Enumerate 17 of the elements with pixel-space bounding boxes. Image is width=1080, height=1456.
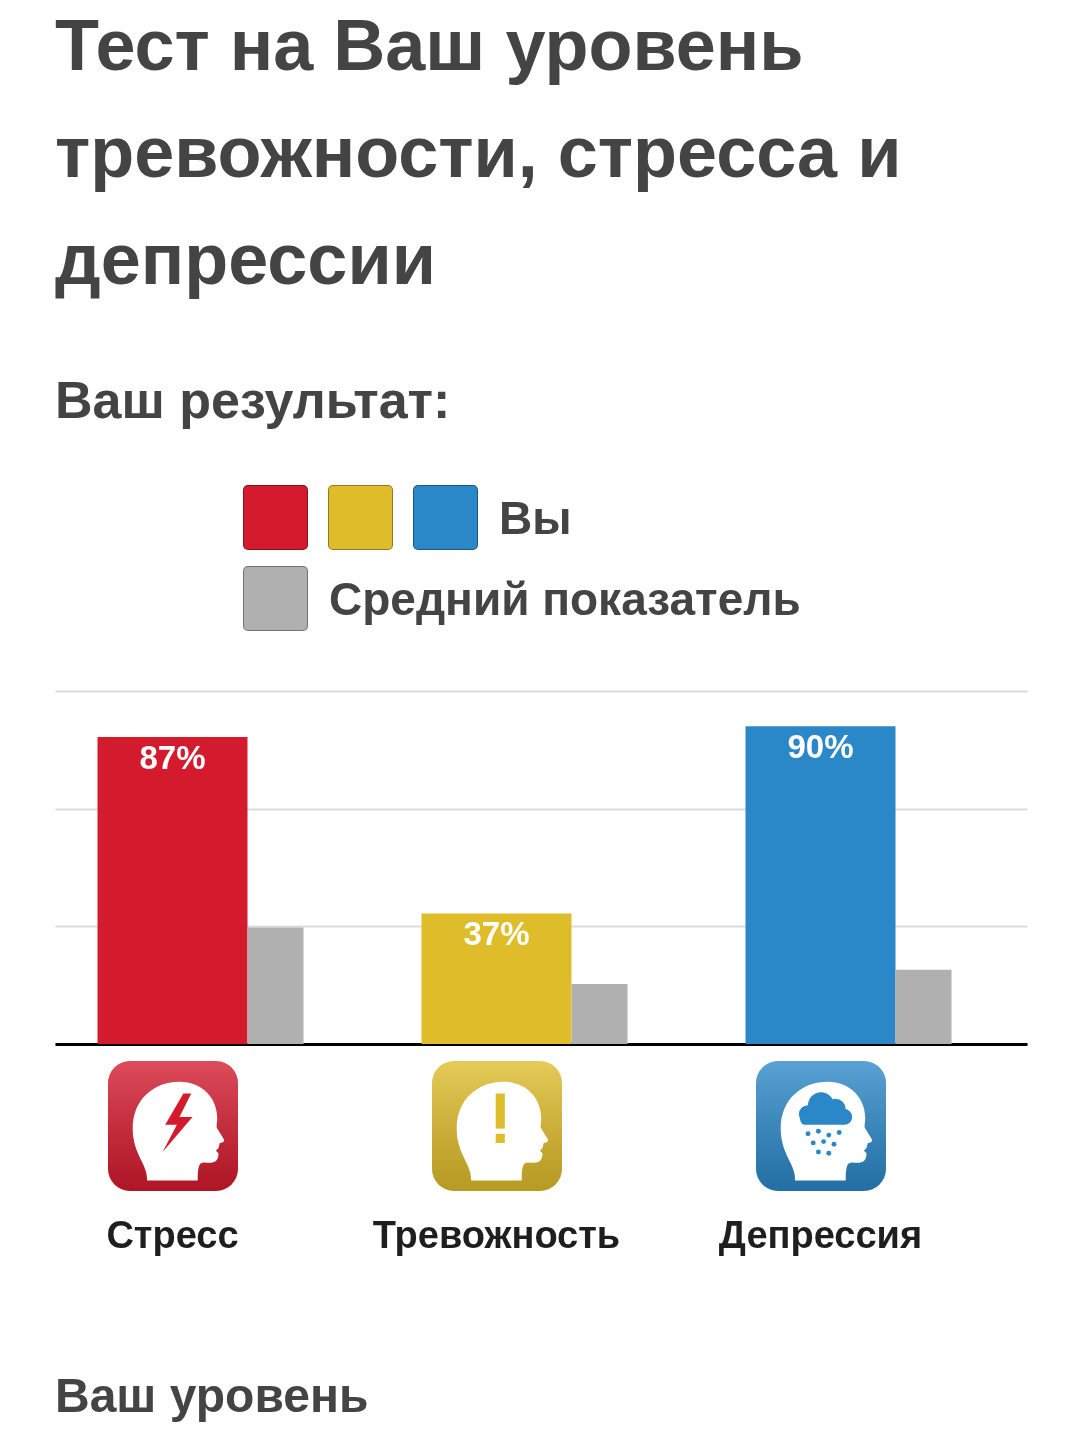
- legend-label: Средний показатель: [329, 571, 801, 626]
- x-tick-label: Стресс: [106, 1213, 239, 1256]
- data-label: 37%: [463, 915, 530, 953]
- data-label: 90%: [787, 728, 854, 766]
- x-tick-label: Тревожность: [372, 1213, 621, 1256]
- bar: [895, 969, 952, 1044]
- data-label: 87%: [139, 738, 206, 776]
- x-tick-label: Депрессия: [718, 1213, 923, 1256]
- chart-subtitle: Ваш результат:: [55, 370, 451, 431]
- bar: [571, 983, 628, 1044]
- bar: [421, 913, 572, 1044]
- bar: [97, 736, 248, 1044]
- text: Ваш уровень: [55, 1368, 369, 1424]
- bar: [247, 927, 304, 1044]
- bar: [745, 726, 896, 1044]
- chart-title: Тест на Ваш уровень тревожности, стресса и депрессии: [55, 4, 903, 301]
- legend-label: Вы: [499, 490, 572, 545]
